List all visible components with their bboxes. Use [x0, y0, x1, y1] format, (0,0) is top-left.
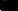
Text: 2 C: 2 C	[13, 0, 18, 7]
Text: 放电曲线: 放电曲线	[6, 0, 18, 11]
Text: 充电曲线: 充电曲线	[6, 0, 18, 7]
Text: 1 C: 1 C	[14, 0, 18, 7]
Text: 0.5 C: 0.5 C	[15, 0, 18, 7]
Text: 5 C: 5 C	[9, 0, 18, 7]
